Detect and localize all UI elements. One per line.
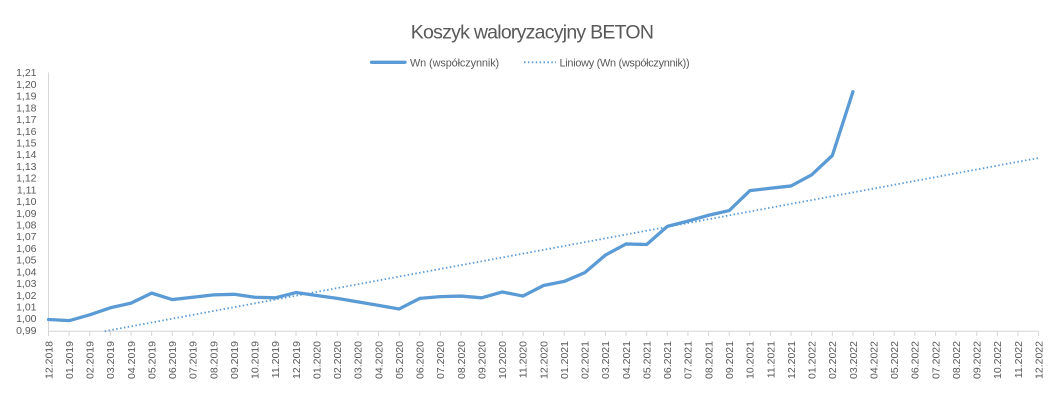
svg-text:04.2020: 04.2020	[373, 341, 385, 379]
svg-text:04.2019: 04.2019	[126, 341, 138, 379]
svg-text:1,12: 1,12	[16, 173, 37, 185]
svg-text:11.2022: 11.2022	[1013, 341, 1025, 378]
svg-text:Wn (współczynnik): Wn (współczynnik)	[410, 57, 499, 69]
svg-text:01.2021: 01.2021	[559, 341, 571, 379]
svg-text:12.2020: 12.2020	[538, 341, 550, 379]
svg-text:09.2020: 09.2020	[476, 341, 488, 379]
svg-text:12.2018: 12.2018	[43, 341, 55, 379]
svg-text:06.2019: 06.2019	[167, 341, 179, 379]
svg-text:08.2019: 08.2019	[208, 341, 220, 379]
svg-text:04.2021: 04.2021	[621, 341, 633, 379]
svg-text:1,15: 1,15	[16, 138, 37, 150]
svg-text:10.2022: 10.2022	[992, 341, 1004, 379]
svg-text:1,19: 1,19	[16, 91, 37, 103]
svg-text:05.2021: 05.2021	[641, 341, 653, 379]
svg-text:1,03: 1,03	[16, 278, 37, 290]
svg-text:06.2021: 06.2021	[662, 341, 674, 379]
svg-text:11.2020: 11.2020	[518, 341, 530, 378]
svg-text:01.2020: 01.2020	[311, 341, 323, 379]
svg-text:1,17: 1,17	[16, 114, 37, 126]
svg-text:02.2022: 02.2022	[827, 341, 839, 379]
svg-text:1,18: 1,18	[16, 102, 37, 114]
svg-text:03.2020: 03.2020	[353, 341, 365, 379]
svg-text:07.2020: 07.2020	[435, 341, 447, 379]
svg-text:06.2022: 06.2022	[910, 341, 922, 379]
svg-text:07.2019: 07.2019	[188, 341, 200, 379]
svg-text:Koszyk waloryzacyjny BETON: Koszyk waloryzacyjny BETON	[411, 22, 653, 44]
svg-text:1,16: 1,16	[16, 126, 37, 138]
svg-text:01.2022: 01.2022	[807, 341, 819, 379]
svg-text:04.2022: 04.2022	[868, 341, 880, 379]
svg-text:10.2021: 10.2021	[745, 341, 757, 379]
svg-text:1,14: 1,14	[16, 149, 37, 161]
svg-text:02.2021: 02.2021	[580, 341, 592, 379]
svg-text:08.2021: 08.2021	[703, 341, 715, 379]
svg-text:1,20: 1,20	[16, 79, 37, 91]
svg-text:1,06: 1,06	[16, 243, 37, 255]
svg-text:1,00: 1,00	[16, 313, 37, 325]
svg-text:1,01: 1,01	[16, 302, 37, 314]
svg-text:12.2019: 12.2019	[291, 341, 303, 379]
svg-text:03.2019: 03.2019	[105, 341, 117, 379]
svg-text:11.2019: 11.2019	[270, 341, 282, 378]
svg-text:03.2022: 03.2022	[848, 341, 860, 379]
svg-text:1,10: 1,10	[16, 196, 37, 208]
svg-text:12.2021: 12.2021	[786, 341, 798, 379]
svg-text:06.2020: 06.2020	[415, 341, 427, 379]
svg-text:1,13: 1,13	[16, 161, 37, 173]
svg-text:01.2019: 01.2019	[64, 341, 76, 379]
svg-text:10.2020: 10.2020	[497, 341, 509, 379]
svg-text:1,05: 1,05	[16, 255, 37, 267]
svg-text:09.2021: 09.2021	[724, 341, 736, 379]
svg-text:1,11: 1,11	[17, 184, 37, 196]
svg-text:02.2020: 02.2020	[332, 341, 344, 379]
svg-text:05.2019: 05.2019	[146, 341, 158, 379]
svg-text:09.2022: 09.2022	[972, 341, 984, 379]
svg-text:08.2022: 08.2022	[951, 341, 963, 379]
svg-text:08.2020: 08.2020	[456, 341, 468, 379]
svg-text:12.2022: 12.2022	[1033, 341, 1045, 379]
svg-text:1,09: 1,09	[16, 208, 37, 220]
svg-text:1,21: 1,21	[16, 67, 37, 79]
svg-text:05.2020: 05.2020	[394, 341, 406, 379]
svg-text:10.2019: 10.2019	[250, 341, 262, 379]
svg-text:05.2022: 05.2022	[889, 341, 901, 379]
svg-text:1,02: 1,02	[16, 290, 37, 302]
svg-text:07.2021: 07.2021	[683, 341, 695, 379]
svg-text:07.2022: 07.2022	[930, 341, 942, 379]
svg-text:02.2019: 02.2019	[85, 341, 97, 379]
svg-text:1,07: 1,07	[16, 231, 37, 243]
svg-text:0,99: 0,99	[16, 325, 37, 337]
svg-text:1,04: 1,04	[16, 266, 37, 278]
svg-text:09.2019: 09.2019	[229, 341, 241, 379]
svg-text:Liniowy (Wn (współczynnik)): Liniowy (Wn (współczynnik))	[560, 57, 690, 69]
svg-text:1,08: 1,08	[16, 220, 37, 232]
svg-text:03.2021: 03.2021	[600, 341, 612, 379]
svg-text:11.2021: 11.2021	[765, 341, 777, 378]
